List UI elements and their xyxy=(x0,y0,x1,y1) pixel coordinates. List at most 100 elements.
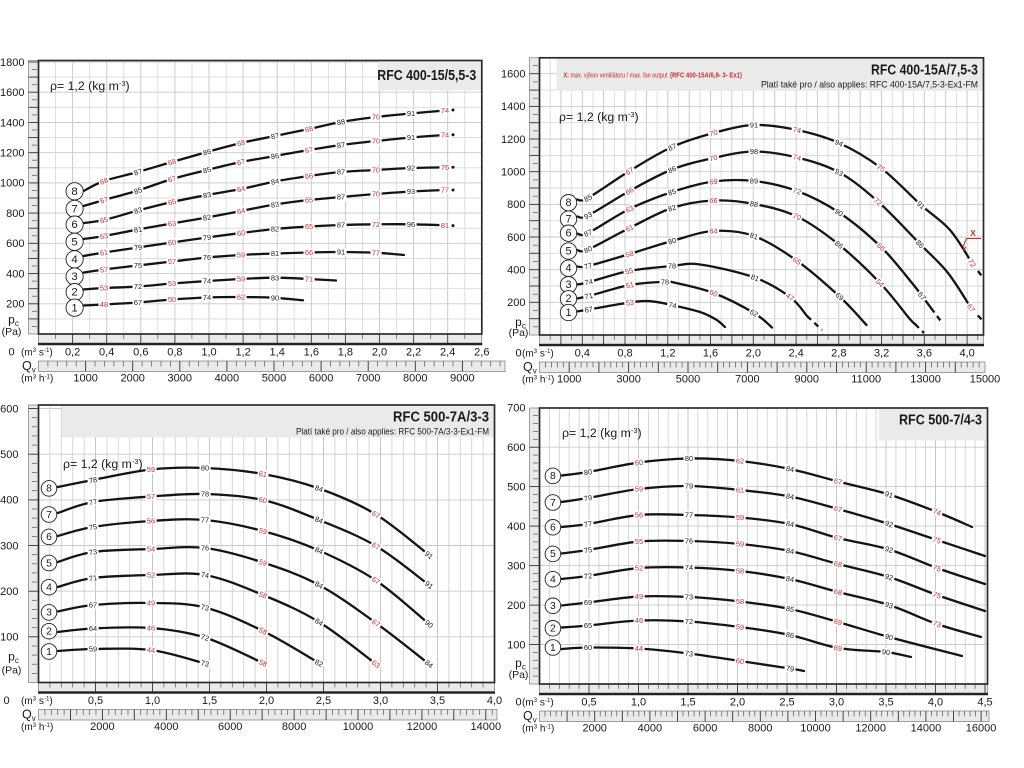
svg-text:56: 56 xyxy=(147,517,155,526)
svg-text:RFC 400-15A/7,5-3: RFC 400-15A/7,5-3 xyxy=(871,62,978,78)
svg-text:1400: 1400 xyxy=(0,117,24,129)
svg-text:74: 74 xyxy=(931,506,942,517)
svg-text:61: 61 xyxy=(258,469,268,479)
svg-text:pc: pc xyxy=(8,313,19,329)
svg-text:57: 57 xyxy=(147,492,155,501)
svg-text:400: 400 xyxy=(0,495,18,507)
svg-text:2,4: 2,4 xyxy=(440,346,455,358)
svg-text:62: 62 xyxy=(237,293,245,302)
svg-text:7: 7 xyxy=(565,214,571,226)
svg-text:4: 4 xyxy=(46,583,52,594)
svg-text:71: 71 xyxy=(305,275,313,284)
svg-text:2,0: 2,0 xyxy=(746,347,761,359)
svg-text:46: 46 xyxy=(635,616,643,625)
svg-text:4000: 4000 xyxy=(638,723,662,735)
svg-text:85: 85 xyxy=(785,604,795,614)
svg-text:0,6: 0,6 xyxy=(133,346,148,358)
svg-text:88: 88 xyxy=(336,117,346,127)
svg-text:59: 59 xyxy=(237,251,245,260)
svg-text:14000: 14000 xyxy=(471,721,502,733)
svg-text:59: 59 xyxy=(735,622,744,632)
svg-text:77: 77 xyxy=(583,519,593,529)
svg-text:85: 85 xyxy=(582,192,594,204)
svg-text:2: 2 xyxy=(46,627,52,638)
svg-text:59: 59 xyxy=(736,513,744,522)
svg-text:8000: 8000 xyxy=(403,373,427,385)
svg-text:65: 65 xyxy=(305,222,313,231)
svg-text:2,2: 2,2 xyxy=(406,346,421,358)
svg-text:82: 82 xyxy=(271,225,279,234)
svg-text:68: 68 xyxy=(304,124,314,135)
svg-text:200: 200 xyxy=(6,299,24,311)
svg-text:2,4: 2,4 xyxy=(788,347,803,359)
svg-text:ρ= 1,2 (kg m-3): ρ= 1,2 (kg m-3) xyxy=(559,110,639,124)
svg-text:1,8: 1,8 xyxy=(338,346,353,358)
svg-text:84: 84 xyxy=(785,519,795,529)
svg-text:3000: 3000 xyxy=(616,374,640,386)
svg-text:67: 67 xyxy=(304,145,314,155)
svg-text:53: 53 xyxy=(168,279,176,288)
svg-text:74: 74 xyxy=(792,125,802,136)
svg-text:84: 84 xyxy=(313,616,325,628)
svg-text:72: 72 xyxy=(966,257,978,269)
svg-text:8000: 8000 xyxy=(748,723,772,735)
svg-text:67: 67 xyxy=(370,617,382,629)
svg-text:66: 66 xyxy=(304,171,313,181)
svg-text:(Pa): (Pa) xyxy=(2,326,22,338)
svg-text:74: 74 xyxy=(441,106,449,115)
svg-text:84: 84 xyxy=(313,579,325,591)
svg-text:60: 60 xyxy=(735,656,744,666)
svg-text:86: 86 xyxy=(270,151,280,161)
svg-text:77: 77 xyxy=(441,186,449,195)
svg-text:2000: 2000 xyxy=(120,373,144,385)
svg-text:3,5: 3,5 xyxy=(430,695,445,707)
svg-text:67: 67 xyxy=(370,509,382,521)
svg-text:4,5: 4,5 xyxy=(977,696,992,708)
svg-text:91: 91 xyxy=(423,579,435,591)
svg-text:3,5: 3,5 xyxy=(878,696,893,708)
svg-text:2,0: 2,0 xyxy=(372,346,387,358)
svg-text:93: 93 xyxy=(407,187,415,196)
svg-text:2,0: 2,0 xyxy=(730,696,745,708)
svg-text:2,0: 2,0 xyxy=(259,695,274,707)
svg-text:72: 72 xyxy=(792,185,803,196)
svg-text:4: 4 xyxy=(550,575,556,586)
svg-text:78: 78 xyxy=(668,262,676,271)
svg-text:69: 69 xyxy=(833,643,843,653)
svg-text:600: 600 xyxy=(0,403,18,415)
svg-text:84: 84 xyxy=(785,464,795,474)
svg-text:90: 90 xyxy=(271,293,279,302)
svg-text:63: 63 xyxy=(624,203,635,215)
svg-text:82: 82 xyxy=(202,212,212,222)
svg-text:74: 74 xyxy=(203,277,211,286)
svg-text:14000: 14000 xyxy=(911,723,942,735)
svg-text:77: 77 xyxy=(685,511,693,520)
svg-text:(Pa): (Pa) xyxy=(509,327,529,339)
svg-text:55: 55 xyxy=(624,266,634,276)
svg-text:49: 49 xyxy=(147,599,155,608)
svg-text:70: 70 xyxy=(372,113,380,122)
svg-text:59: 59 xyxy=(258,557,269,568)
svg-text:1,4: 1,4 xyxy=(270,346,285,358)
svg-text:80: 80 xyxy=(667,236,677,247)
svg-text:RFC 500-7A/3-3: RFC 500-7A/3-3 xyxy=(393,410,489,426)
svg-text:(m3 s-1): (m3 s-1) xyxy=(21,696,53,707)
svg-text:400: 400 xyxy=(507,521,525,533)
svg-text:0,8: 0,8 xyxy=(617,347,632,359)
svg-text:6: 6 xyxy=(71,219,77,231)
svg-text:12000: 12000 xyxy=(855,723,886,735)
svg-text:67: 67 xyxy=(833,504,843,515)
svg-text:3,6: 3,6 xyxy=(917,347,932,359)
svg-text:X: max. výkon ventilátoru / ma: X: max. výkon ventilátoru / max. fan out… xyxy=(564,70,668,79)
svg-text:0,5: 0,5 xyxy=(581,696,596,708)
svg-text:0,8: 0,8 xyxy=(167,346,182,358)
svg-text:88: 88 xyxy=(749,199,759,209)
svg-text:81: 81 xyxy=(749,230,760,241)
svg-text:58: 58 xyxy=(624,249,634,260)
svg-text:44: 44 xyxy=(146,645,155,655)
svg-text:71: 71 xyxy=(88,573,97,583)
svg-text:59: 59 xyxy=(736,540,744,549)
svg-text:65: 65 xyxy=(584,621,592,630)
svg-text:1,6: 1,6 xyxy=(703,347,718,359)
svg-text:68: 68 xyxy=(833,559,843,570)
